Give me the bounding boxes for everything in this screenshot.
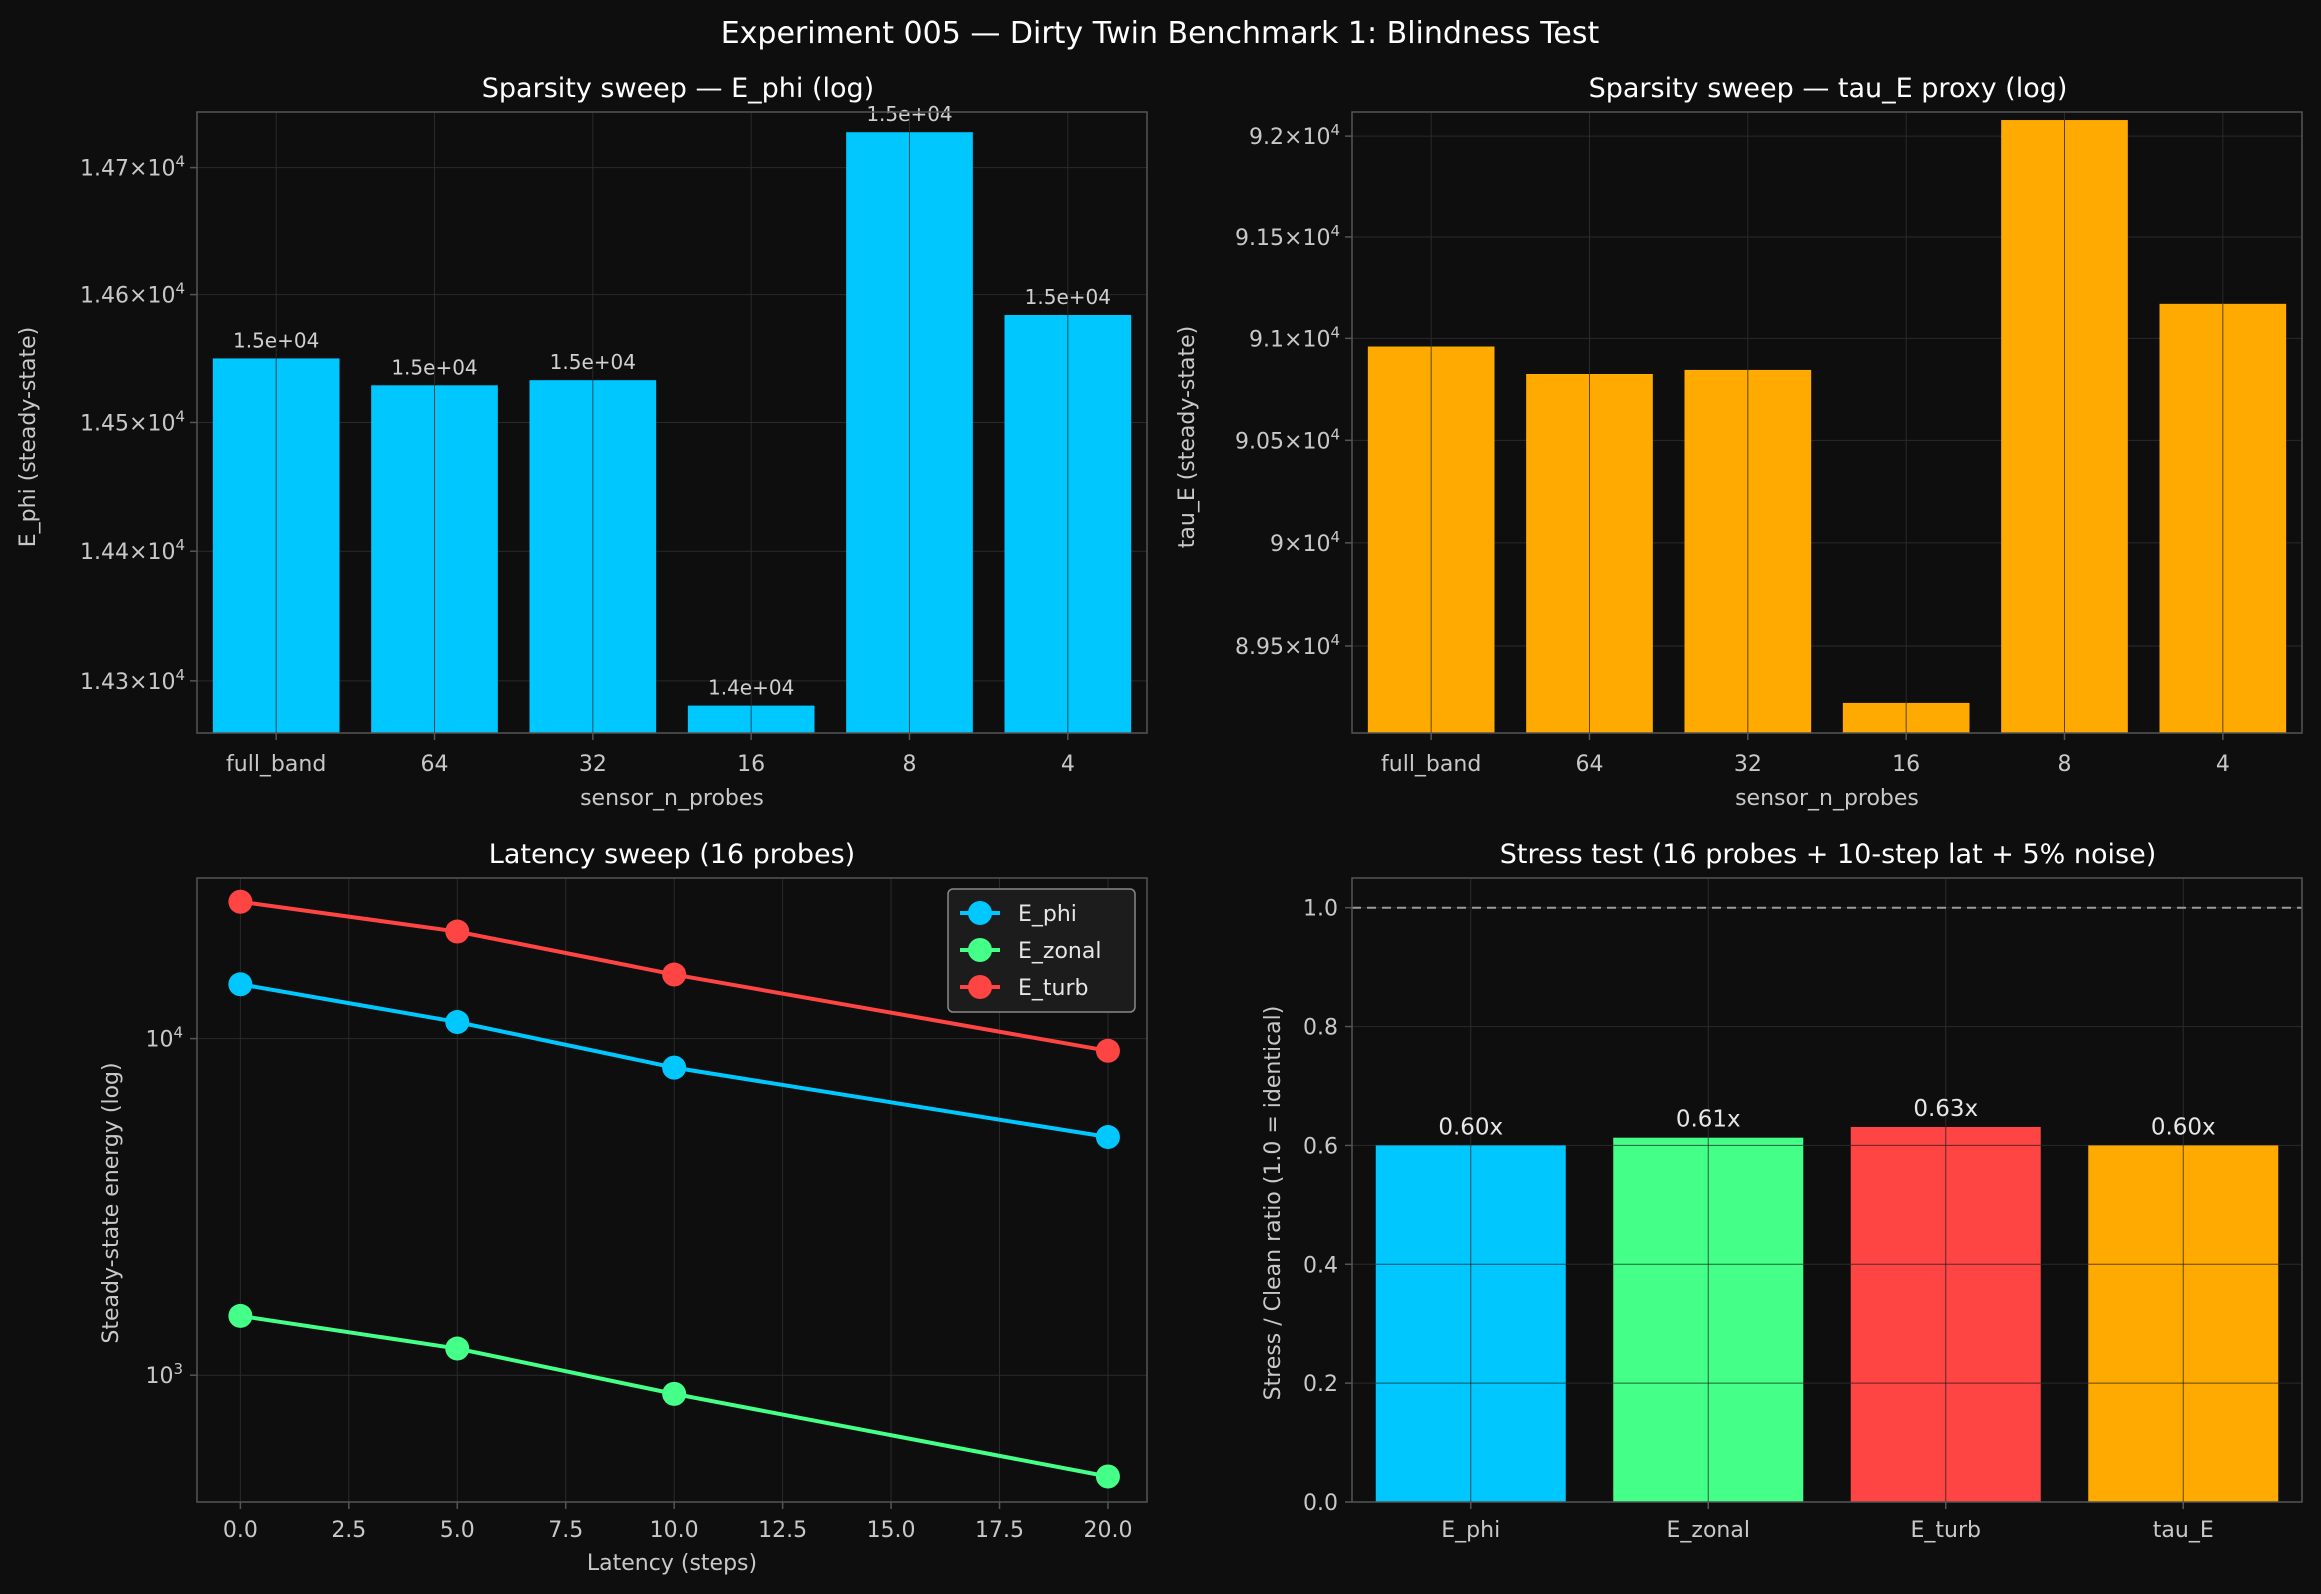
data-point: [1095, 1038, 1120, 1063]
y-tick-label: 9.15×104: [1235, 222, 1340, 251]
x-tick-label: 8: [903, 752, 917, 777]
bar-value-label: 0.63x: [1913, 1096, 1978, 1122]
x-tick-label: 7.5: [548, 1518, 583, 1543]
x-tick-label: 32: [579, 752, 607, 777]
y-tick-label: 1.47×104: [80, 153, 185, 182]
legend-label: E_phi: [1018, 902, 1077, 927]
x-tick-label: tau_E: [2153, 1518, 2214, 1543]
bar-value-label: 0.60x: [2151, 1114, 2216, 1140]
bar-value-label: 1.5e+04: [1025, 285, 1111, 309]
x-tick-label: 0.0: [223, 1518, 258, 1543]
bar-value-label: 0.61x: [1676, 1107, 1741, 1133]
y-tick-label: 8.95×104: [1235, 631, 1340, 660]
x-tick-label: 64: [421, 752, 449, 777]
y-tick-label: 1.46×104: [80, 280, 185, 309]
x-tick-label: 15.0: [867, 1518, 916, 1543]
bar-value-label: 1.5e+04: [233, 328, 319, 352]
bar-value-label: 1.5e+04: [550, 350, 636, 374]
y-tick-label: 103: [145, 1360, 183, 1389]
x-tick-label: 16: [1892, 752, 1920, 777]
legend-marker: [968, 975, 992, 999]
data-point: [445, 1010, 470, 1035]
data-point: [662, 962, 687, 987]
x-tick-label: 10.0: [650, 1518, 699, 1543]
y-tick-label: 9.1×104: [1249, 323, 1340, 352]
y-tick-label: 0.0: [1303, 1491, 1338, 1516]
chart-sparsity-ephi: Sparsity sweep — E_phi (log) sensor_n_pr…: [16, 73, 1148, 811]
x-tick-label: 20.0: [1083, 1518, 1132, 1543]
chart-title: Latency sweep (16 probes): [489, 839, 855, 870]
y-tick-label: 104: [145, 1024, 183, 1053]
y-tick-label: 1.0: [1303, 897, 1338, 922]
data-point: [228, 1303, 253, 1328]
x-tick-label: 16: [737, 752, 765, 777]
data-point: [1095, 1464, 1120, 1489]
data-point: [445, 919, 470, 944]
legend-label: E_zonal: [1018, 939, 1101, 964]
x-tick-label: 17.5: [975, 1518, 1024, 1543]
axes-frame: [1351, 111, 2303, 734]
figure-title: Experiment 005 — Dirty Twin Benchmark 1:…: [721, 16, 1600, 51]
chart-title: Stress test (16 probes + 10-step lat + 5…: [1500, 839, 2157, 870]
y-tick-label: 0.6: [1303, 1134, 1338, 1159]
data-point: [228, 972, 253, 997]
legend-marker: [968, 938, 992, 962]
data-point: [662, 1055, 687, 1080]
y-tick-label: 9.05×104: [1235, 425, 1340, 454]
data-point: [445, 1336, 470, 1361]
bar-value-label: 1.5e+04: [391, 355, 477, 379]
bar-value-label: 0.60x: [1438, 1114, 1503, 1140]
data-point: [228, 889, 253, 914]
x-tick-label: 4: [2216, 752, 2230, 777]
y-tick-label: 0.8: [1303, 1016, 1338, 1041]
chart-title: Sparsity sweep — E_phi (log): [482, 73, 874, 104]
y-axis-label: Stress / Clean ratio (1.0 = identical): [1261, 1006, 1286, 1401]
legend-label: E_turb: [1018, 976, 1088, 1001]
x-axis-label: sensor_n_probes: [580, 786, 764, 811]
series-line: [240, 899, 1109, 1053]
x-tick-label: full_band: [226, 752, 326, 777]
chart-latency-sweep: Latency sweep (16 probes) Latency (steps…: [99, 839, 1148, 1576]
chart-title: Sparsity sweep — tau_E proxy (log): [1589, 73, 2068, 104]
x-tick-label: 12.5: [758, 1518, 807, 1543]
x-tick-label: 4: [1061, 752, 1075, 777]
legend-marker: [968, 901, 992, 925]
axes-frame: [196, 111, 1148, 734]
bar-value-label: 1.4e+04: [708, 676, 794, 700]
x-tick-label: 5.0: [440, 1518, 475, 1543]
series-line: [240, 1313, 1109, 1479]
y-axis-label: Steady-state energy (log): [99, 1062, 124, 1343]
x-tick-label: E_turb: [1911, 1518, 1981, 1543]
x-tick-label: E_phi: [1441, 1518, 1500, 1543]
y-tick-label: 1.43×104: [80, 666, 185, 695]
data-point: [662, 1381, 687, 1406]
y-tick-label: 0.4: [1303, 1253, 1338, 1278]
y-axis-label: tau_E (steady-state): [1175, 326, 1200, 548]
x-axis-label: sensor_n_probes: [1735, 786, 1919, 811]
y-tick-label: 9.2×104: [1249, 121, 1340, 150]
bar-value-label: 1.5e+04: [866, 102, 952, 126]
y-tick-label: 0.2: [1303, 1372, 1338, 1397]
x-tick-label: E_zonal: [1667, 1518, 1750, 1543]
x-axis-label: Latency (steps): [587, 1551, 757, 1576]
y-axis-label: E_phi (steady-state): [16, 327, 41, 547]
chart-sparsity-taue: Sparsity sweep — tau_E proxy (log) senso…: [1175, 73, 2303, 811]
y-tick-label: 9×104: [1270, 528, 1340, 557]
x-tick-label: full_band: [1381, 752, 1481, 777]
axes-frame: [196, 877, 1148, 1503]
y-tick-label: 1.44×104: [80, 536, 185, 565]
x-tick-label: 32: [1734, 752, 1762, 777]
y-tick-label: 1.45×104: [80, 407, 185, 436]
series-line: [240, 982, 1109, 1140]
axes-frame: [1351, 877, 2303, 1503]
chart-stress-test: Stress test (16 probes + 10-step lat + 5…: [1261, 839, 2303, 1543]
legend-box: [947, 888, 1136, 1013]
x-tick-label: 2.5: [331, 1518, 366, 1543]
x-tick-label: 8: [2058, 752, 2072, 777]
x-tick-label: 64: [1576, 752, 1604, 777]
plot-area: [1352, 112, 2302, 733]
data-point: [1095, 1125, 1120, 1150]
